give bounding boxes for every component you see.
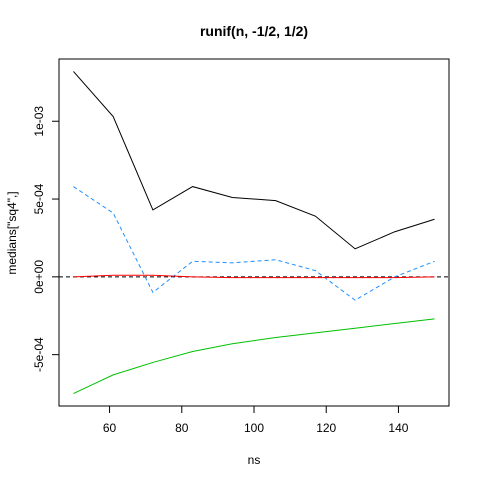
y-axis: 1e-03 5e-04 0e+00 -5e-04 [32,106,60,372]
x-tick-label: 100 [244,421,264,435]
y-tick-label: 5e-04 [32,183,46,214]
series-line-2 [73,186,435,301]
series-layer [59,71,449,395]
y-tick-label: -5e-04 [32,337,46,372]
y-tick-label: 0e+00 [32,260,46,294]
plot-frame [58,58,450,407]
y-tick-label: 1e-03 [32,106,46,137]
series-line-3 [73,274,435,279]
y-axis-label: medians["sq4",] [5,191,19,274]
series-line-4 [73,318,435,395]
x-axis: 60 80 100 120 140 [103,405,409,435]
series-line-1 [73,71,435,250]
x-tick-label: 60 [103,421,117,435]
x-axis-label: ns [248,453,261,467]
chart-title: runif(n, -1/2, 1/2) [200,23,308,39]
x-tick-label: 120 [316,421,336,435]
x-tick-label: 140 [388,421,408,435]
x-tick-label: 80 [175,421,189,435]
